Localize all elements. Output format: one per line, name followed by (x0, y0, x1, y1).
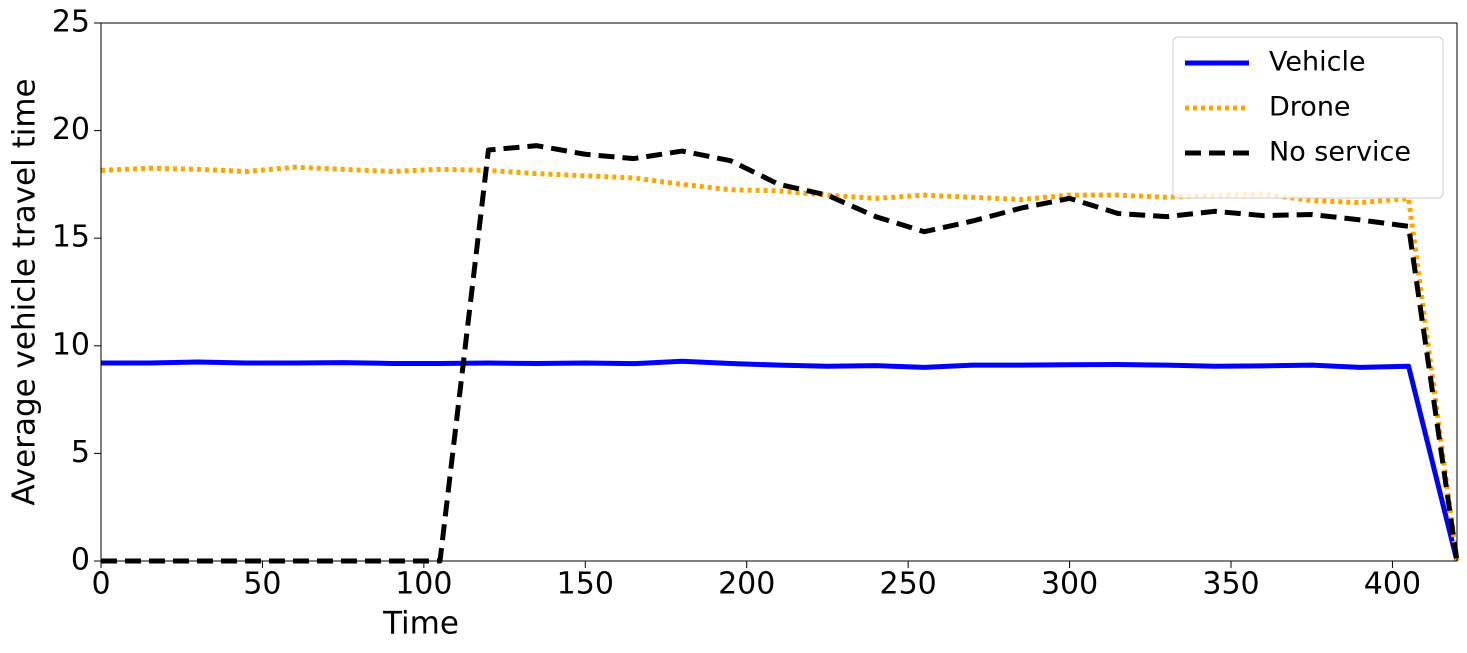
x-axis-label: Time (382, 606, 459, 642)
plot-frame (100, 22, 1458, 562)
y-axis-label: Average vehicle travel time (7, 78, 43, 505)
legend-label: No service (1269, 137, 1411, 168)
series-line (101, 358, 1460, 562)
x-tick-label: 50 (243, 567, 281, 602)
y-tick-label: 15 (52, 220, 90, 255)
y-tick-label: 20 (52, 112, 90, 147)
x-tick-label: 350 (1202, 567, 1259, 602)
x-tick-label: 400 (1364, 567, 1421, 602)
x-tick-label: 100 (395, 567, 452, 602)
y-tick-label: 25 (52, 5, 90, 40)
series-line (100, 164, 1460, 562)
x-tick-label: 300 (1041, 567, 1098, 602)
y-tick-label: 5 (71, 435, 90, 470)
x-tick-label: 0 (91, 567, 110, 602)
y-tick-label: 10 (52, 327, 90, 362)
series-line (101, 143, 1460, 564)
y-tick-label: 0 (71, 543, 90, 578)
legend-label: Vehicle (1269, 47, 1366, 78)
x-tick-label: 150 (557, 567, 614, 602)
x-tick-label: 200 (718, 567, 775, 602)
x-tick-label: 250 (880, 567, 937, 602)
legend-label: Drone (1269, 92, 1351, 123)
legend-box (1172, 36, 1444, 199)
